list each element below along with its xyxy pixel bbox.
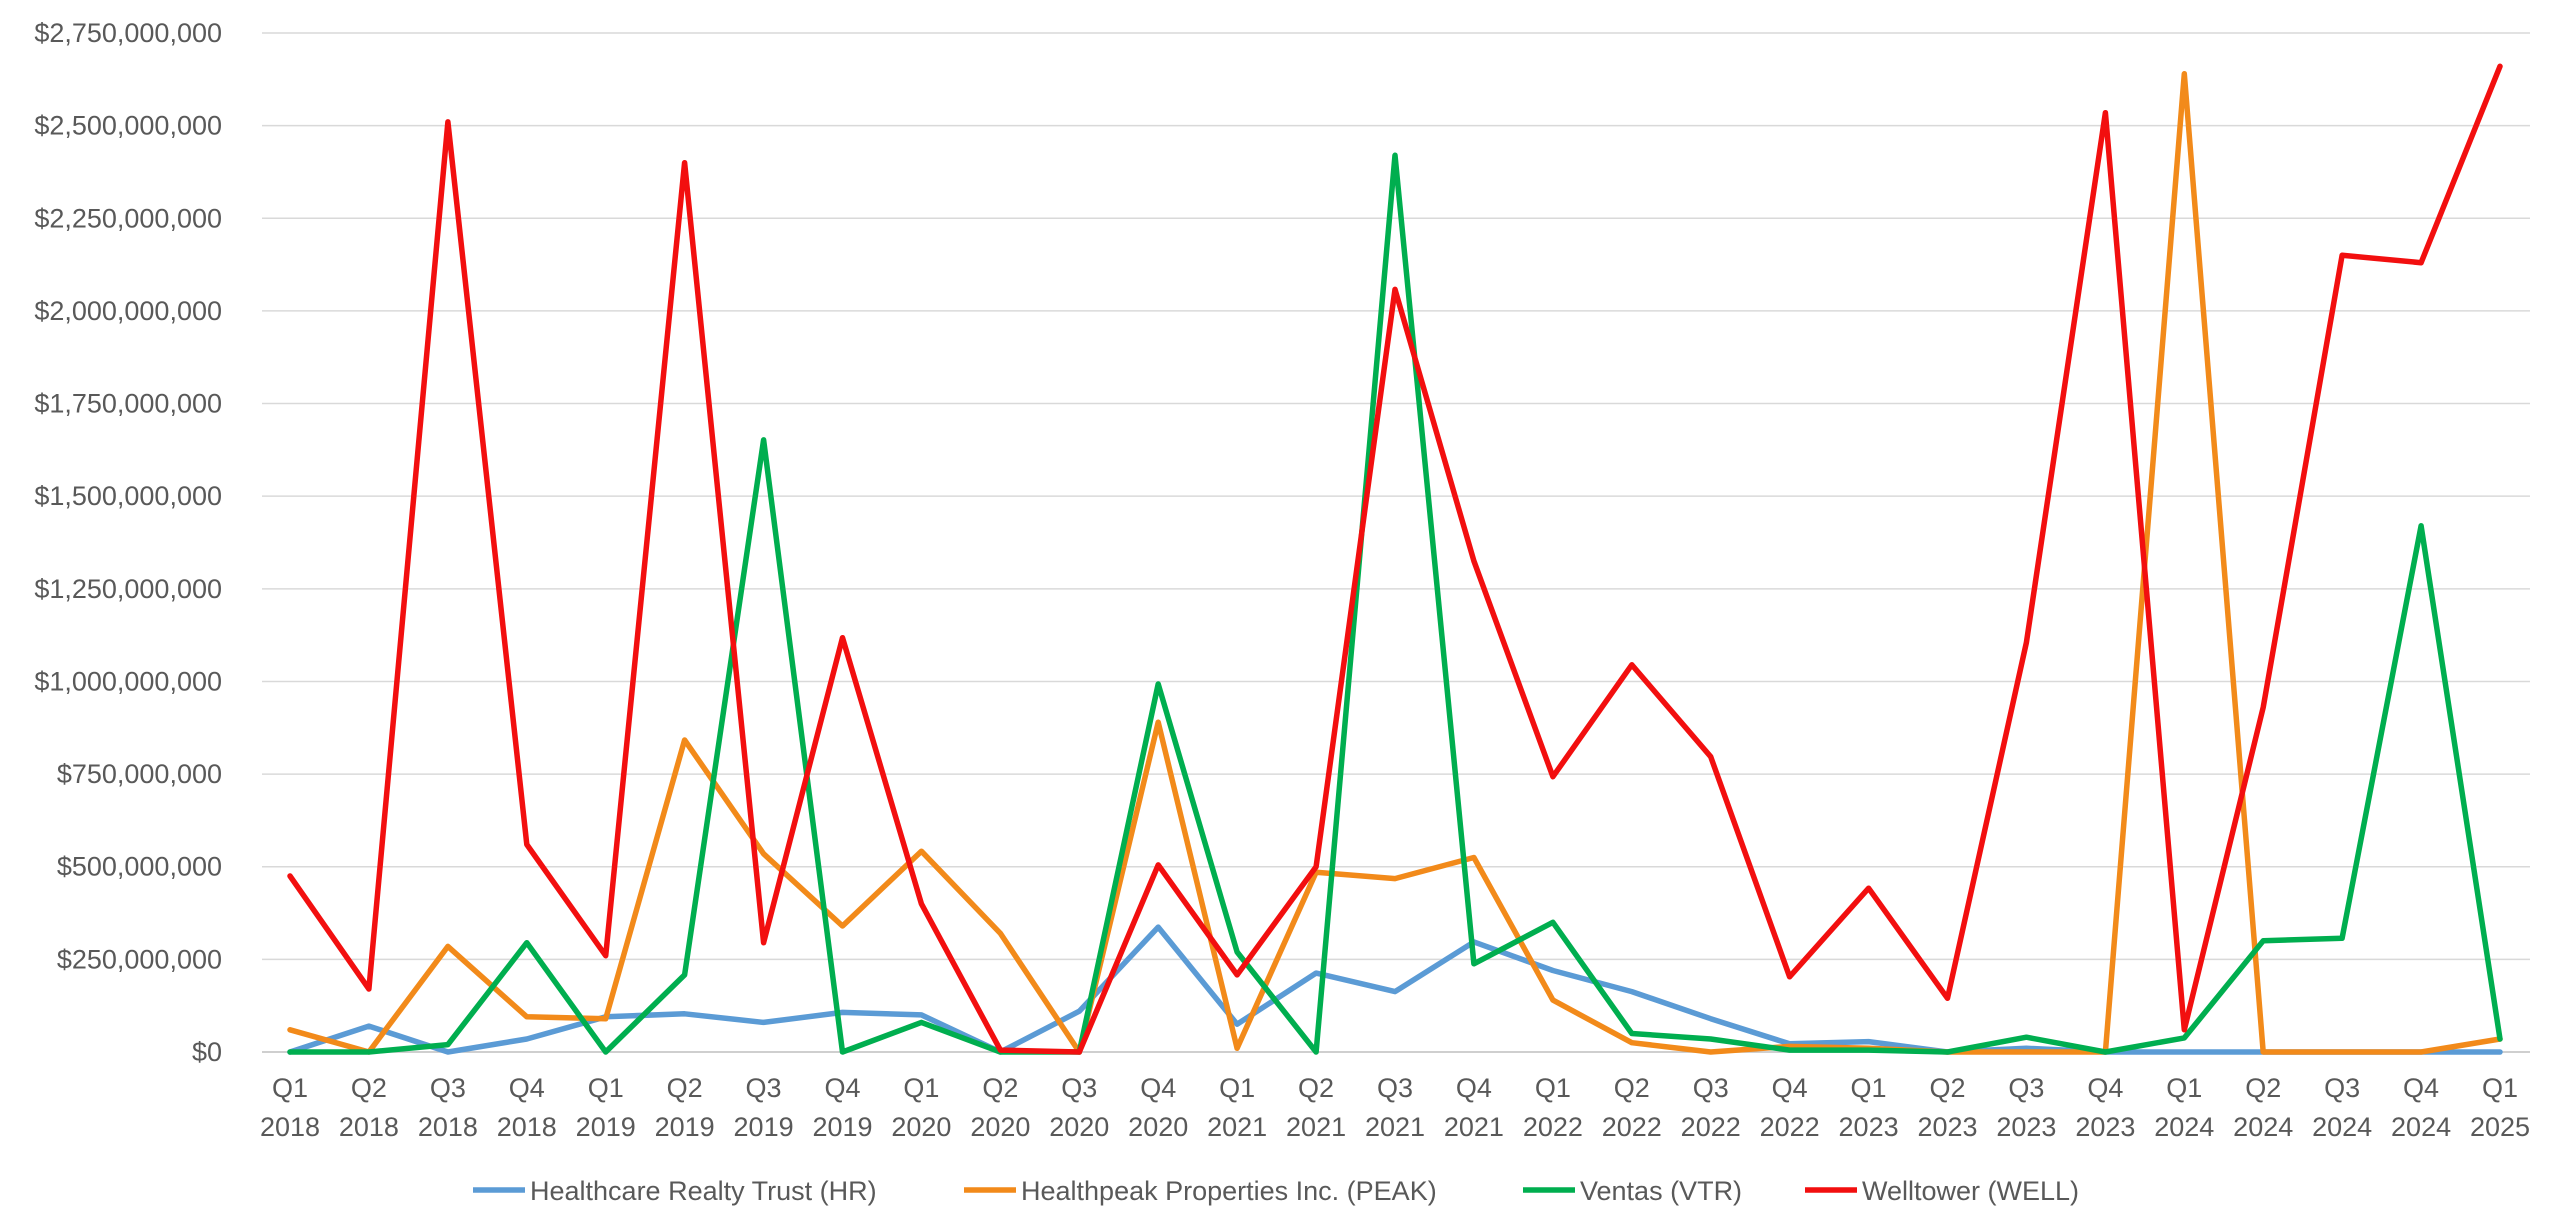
legend-label: Welltower (WELL) [1862,1176,2079,1206]
x-tick-label-year: 2025 [2470,1112,2530,1142]
x-tick-label-quarter: Q2 [667,1073,703,1103]
y-tick-label: $2,500,000,000 [34,111,222,141]
x-tick-label-year: 2018 [339,1112,399,1142]
x-tick-label-year: 2023 [1917,1112,1977,1142]
x-tick-label-year: 2018 [260,1112,320,1142]
x-tick-label-quarter: Q3 [430,1073,466,1103]
x-tick-label-year: 2019 [812,1112,872,1142]
x-tick-label-quarter: Q3 [1061,1073,1097,1103]
x-tick-label-quarter: Q4 [1456,1073,1492,1103]
legend-label: Ventas (VTR) [1580,1176,1742,1206]
x-tick-label-quarter: Q4 [2403,1073,2439,1103]
y-tick-label: $500,000,000 [57,852,222,882]
x-tick-label-year: 2020 [1049,1112,1109,1142]
y-tick-label: $1,000,000,000 [34,666,222,696]
y-axis-tick-labels: $0 $250,000,000 $500,000,000 $750,000,000 $1… [34,18,222,1067]
x-tick-label-year: 2020 [1128,1112,1188,1142]
x-tick-label-quarter: Q3 [1377,1073,1413,1103]
x-tick-label-year: 2024 [2154,1112,2214,1142]
x-tick-label-quarter: Q4 [509,1073,545,1103]
y-tick-label: $1,250,000,000 [34,574,222,604]
x-tick-label-year: 2021 [1286,1112,1346,1142]
series-line-0 [287,924,2503,1055]
y-tick-label: $0 [192,1037,222,1067]
x-tick-label-quarter: Q1 [903,1073,939,1103]
x-tick-label-quarter: Q4 [1772,1073,1808,1103]
y-tick-label: $2,000,000,000 [34,296,222,326]
x-tick-label-year: 2024 [2312,1112,2372,1142]
x-tick-label-year: 2022 [1602,1112,1662,1142]
x-tick-label-year: 2019 [576,1112,636,1142]
y-tick-label: $1,750,000,000 [34,389,222,419]
x-tick-label-quarter: Q3 [1693,1073,1729,1103]
x-tick-label-year: 2021 [1444,1112,1504,1142]
x-axis-tick-labels: Q1 2018 Q2 2018 Q3 2018 Q4 2018 Q1 2019 Q2 2019 Q3 20… [260,1073,2530,1142]
x-tick-label-quarter: Q3 [2324,1073,2360,1103]
x-tick-label-year: 2021 [1365,1112,1425,1142]
x-tick-label-quarter: Q3 [2008,1073,2044,1103]
x-tick-label-quarter: Q1 [2166,1073,2202,1103]
series-lines [287,63,2503,1055]
legend: Healthcare Realty Trust (HR) Healthpeak P… [473,1176,2079,1206]
x-tick-label-quarter: Q2 [1614,1073,1650,1103]
x-tick-label-year: 2020 [970,1112,1030,1142]
y-tick-label: $2,750,000,000 [34,18,222,48]
x-tick-label-quarter: Q2 [1929,1073,1965,1103]
x-tick-label-quarter: Q1 [588,1073,624,1103]
y-tick-label: $2,250,000,000 [34,203,222,233]
series-line-3 [287,63,2503,1055]
x-tick-label-year: 2019 [655,1112,715,1142]
x-tick-label-quarter: Q2 [2245,1073,2281,1103]
x-tick-label-quarter: Q1 [1219,1073,1255,1103]
x-tick-label-year: 2020 [891,1112,951,1142]
legend-label: Healthcare Realty Trust (HR) [530,1176,877,1206]
x-tick-label-year: 2023 [2075,1112,2135,1142]
legend-label: Healthpeak Properties Inc. (PEAK) [1021,1176,1437,1206]
y-tick-label: $1,500,000,000 [34,481,222,511]
y-tick-label: $250,000,000 [57,944,222,974]
x-tick-label-year: 2024 [2233,1112,2293,1142]
x-tick-label-year: 2021 [1207,1112,1267,1142]
x-tick-label-quarter: Q4 [1140,1073,1176,1103]
x-tick-label-quarter: Q4 [824,1073,860,1103]
x-tick-label-year: 2022 [1523,1112,1583,1142]
x-tick-label-quarter: Q2 [982,1073,1018,1103]
x-tick-label-quarter: Q2 [351,1073,387,1103]
series-line-1 [287,71,2503,1055]
x-tick-label-year: 2024 [2391,1112,2451,1142]
x-tick-label-quarter: Q2 [1298,1073,1334,1103]
x-tick-label-year: 2018 [497,1112,557,1142]
x-tick-label-year: 2022 [1760,1112,1820,1142]
x-tick-label-year: 2022 [1681,1112,1741,1142]
x-tick-label-quarter: Q1 [1535,1073,1571,1103]
x-tick-label-year: 2023 [1996,1112,2056,1142]
x-tick-label-quarter: Q1 [272,1073,308,1103]
x-tick-label-year: 2019 [734,1112,794,1142]
x-tick-label-quarter: Q1 [2482,1073,2518,1103]
y-tick-label: $750,000,000 [57,759,222,789]
x-tick-label-quarter: Q4 [2087,1073,2123,1103]
x-tick-label-year: 2023 [1839,1112,1899,1142]
series-line-2 [287,152,2503,1055]
x-tick-label-quarter: Q3 [746,1073,782,1103]
x-tick-label-year: 2018 [418,1112,478,1142]
x-tick-label-quarter: Q1 [1851,1073,1887,1103]
